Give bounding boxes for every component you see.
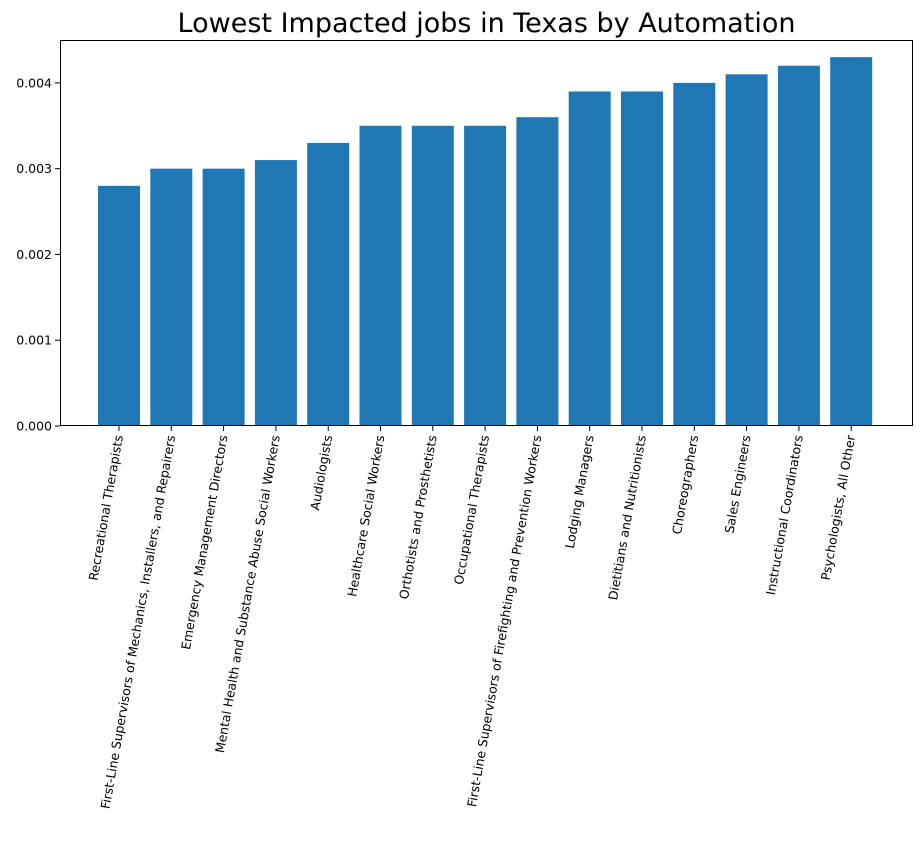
bar-10 <box>621 91 663 426</box>
bar-14 <box>830 57 873 427</box>
bar-2 <box>202 168 245 426</box>
y-axis: 0.000 0.001 0.002 0.003 0.004 <box>16 75 60 434</box>
chart-title: Lowest Impacted jobs in Texas by Automat… <box>178 8 796 39</box>
y-tick-label-4: 0.004 <box>16 75 52 90</box>
bar-3 <box>254 160 297 427</box>
x-tick-label-0: Recreational Therapists <box>86 434 126 582</box>
x-tick-label-7: Occupational Therapists <box>451 434 492 586</box>
bar-13 <box>777 65 820 426</box>
x-tick-label-3: Mental Health and Substance Abuse Social… <box>212 434 283 754</box>
bar-9 <box>568 91 611 426</box>
y-tick-label-1: 0.001 <box>16 333 52 348</box>
bar-1 <box>150 168 193 426</box>
x-tick-label-4: Audiologists <box>307 434 335 511</box>
plot-frame <box>60 40 913 426</box>
bar-12 <box>725 74 768 427</box>
bar-11 <box>673 82 716 426</box>
x-tick-label-2: Emergency Management Directors <box>178 434 231 651</box>
x-tick-label-6: Orthotists and Prosthetists <box>396 434 440 600</box>
x-tick-label-13: Instructional Coordinators <box>763 434 806 596</box>
x-tick-label-9: Lodging Managers <box>562 434 597 550</box>
y-tick-label-0: 0.000 <box>16 419 52 434</box>
bar-0 <box>98 185 140 426</box>
bar-6 <box>411 125 454 427</box>
y-tick-label-3: 0.003 <box>16 161 52 176</box>
bar-4 <box>307 142 350 426</box>
bar-7 <box>464 125 507 427</box>
bars-group <box>98 57 873 427</box>
x-tick-label-12: Sales Engineers <box>722 434 754 535</box>
x-tick-label-14: Psychologists, All Other <box>818 433 858 581</box>
bar-5 <box>359 125 402 427</box>
x-tick-label-10: Dietitians and Nutritionists <box>605 434 649 601</box>
x-tick-label-5: Healthcare Social Workers <box>344 434 387 598</box>
x-tick-label-11: Choreographers <box>669 434 701 536</box>
bar-8 <box>516 117 559 426</box>
y-tick-label-2: 0.002 <box>16 247 52 262</box>
